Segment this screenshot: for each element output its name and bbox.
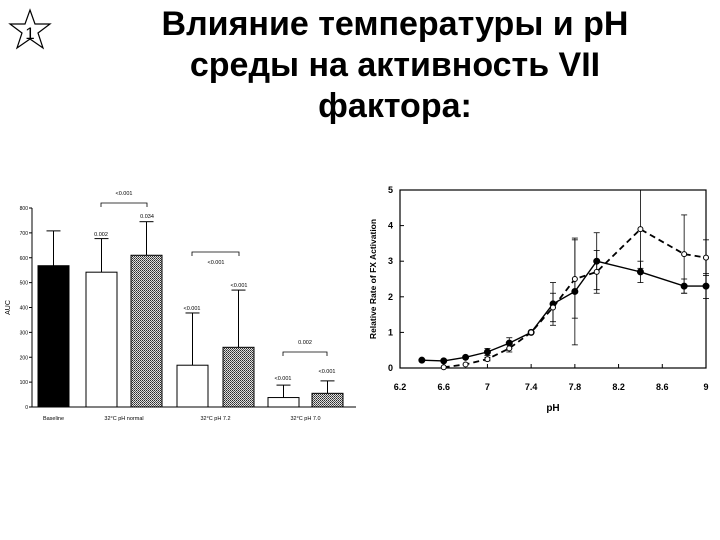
significance-bracket <box>282 351 328 356</box>
bar <box>176 364 209 408</box>
bar <box>130 254 163 408</box>
x-tick-label: 8.6 <box>656 382 669 392</box>
data-point <box>506 345 513 352</box>
data-point <box>462 353 470 361</box>
p-value-annotation: <0.001 <box>184 306 201 312</box>
y-tick-label: 2 <box>388 292 393 302</box>
slide-title-line-2: среды на активность VII <box>189 46 601 84</box>
data-point <box>483 348 491 356</box>
data-point <box>571 276 578 282</box>
p-value-annotation: <0.001 <box>319 369 336 375</box>
significance-bracket <box>100 202 148 207</box>
data-point <box>440 357 448 365</box>
fx-activation-line-chart: 0 1 2 3 4 5 6.2 6.6 7 7.4 7.8 8.2 8.6 9 pH Relative Rat… <box>368 185 710 414</box>
star-badge-icon: 1 <box>8 8 52 50</box>
slide-title-line-3: фактора: <box>318 87 472 125</box>
x-tick-label: 7.8 <box>569 382 582 392</box>
x-tick-label: 6.2 <box>394 382 407 392</box>
data-point <box>550 304 556 311</box>
data-point <box>636 268 644 276</box>
data-point <box>484 356 491 363</box>
x-category-label: Baseline <box>43 416 64 422</box>
y-tick-label: 0 <box>25 405 28 411</box>
y-axis-label: AUC <box>5 300 12 315</box>
bar <box>267 397 300 408</box>
y-tick-label: 0 <box>388 363 393 373</box>
slide-title-line-1: Влияние температуры и pH <box>161 5 629 43</box>
y-tick-label: 400 <box>20 306 29 312</box>
y-axis-label: Relative Rate of FX Activation <box>368 219 378 339</box>
p-value-annotation: 0.034 <box>140 214 154 220</box>
x-category-label: 32°C pH normal <box>104 416 143 422</box>
star-outline-icon <box>8 8 52 50</box>
x-tick-label: 7 <box>485 382 490 392</box>
x-tick-label: 7.4 <box>525 382 538 392</box>
y-tick-label: 100 <box>20 380 29 386</box>
x-category-label: 32°C pH 7.0 <box>290 416 320 422</box>
data-point <box>702 282 710 290</box>
p-value-annotation: 0.002 <box>298 340 312 346</box>
y-tick-label: 300 <box>20 330 29 336</box>
y-tick-label: 800 <box>20 206 29 212</box>
auc-bar-chart: 0 100 200 300 400 500 600 700 800 AUC Baseline 32°C… <box>5 191 356 422</box>
series-line <box>443 228 707 369</box>
data-point <box>440 364 447 371</box>
bar <box>85 271 118 408</box>
x-category-label: 32°C pH 7.2 <box>200 416 230 422</box>
y-tick-label: 3 <box>388 256 393 266</box>
data-point <box>528 329 535 336</box>
series-line <box>421 260 706 362</box>
data-point <box>703 254 709 261</box>
p-value-annotation: <0.001 <box>275 376 292 382</box>
bar <box>311 392 344 408</box>
y-tick-label: 500 <box>20 281 29 287</box>
p-value-annotation: <0.001 <box>116 191 133 197</box>
x-tick-label: 9 <box>703 382 708 392</box>
bar <box>37 265 70 408</box>
bar <box>222 346 255 408</box>
y-tick-label: 1 <box>388 327 393 337</box>
data-point <box>637 226 644 233</box>
p-value-annotation: <0.001 <box>208 260 225 266</box>
y-tick-label: 600 <box>20 256 29 262</box>
x-axis-label: pH <box>546 403 559 414</box>
y-tick-label: 5 <box>388 185 393 195</box>
badge-number: 1 <box>25 24 34 43</box>
data-point <box>681 251 688 258</box>
y-tick-label: 4 <box>388 221 393 231</box>
p-value-annotation: <0.001 <box>231 283 248 289</box>
data-point <box>462 361 469 368</box>
data-point <box>418 356 426 364</box>
y-tick-label: 200 <box>20 355 29 361</box>
significance-bracket <box>191 251 240 256</box>
data-point <box>593 268 600 275</box>
x-tick-label: 6.6 <box>437 382 450 392</box>
y-tick-label: 700 <box>20 231 29 237</box>
slide-title: Влияние температуры и pH среды на активн… <box>95 4 695 127</box>
p-value-annotation: 0.002 <box>94 232 108 238</box>
x-tick-label: 8.2 <box>612 382 625 392</box>
